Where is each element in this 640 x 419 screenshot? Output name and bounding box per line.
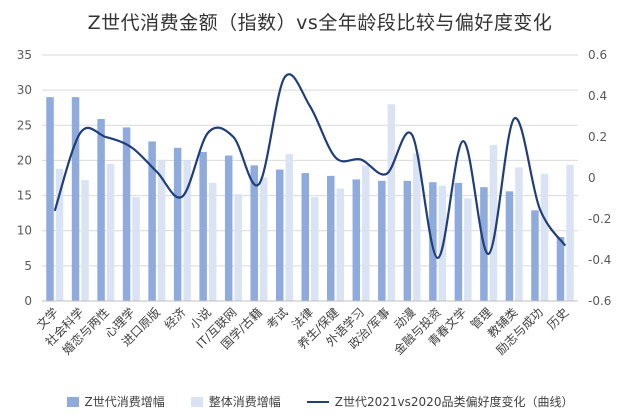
y-left-tick-label: 5	[24, 259, 32, 273]
y-right-tick-label: -0.2	[588, 212, 611, 226]
y-right-tick-label: -0.6	[588, 294, 611, 308]
bar-z-growth	[46, 97, 54, 302]
y-left-tick-label: 35	[17, 48, 32, 62]
bar-overall-growth	[259, 177, 268, 301]
legend-label-z-growth: Z世代消费增幅	[84, 395, 165, 409]
bar-overall-growth	[540, 173, 549, 301]
bar-overall-growth	[515, 167, 523, 301]
legend: Z世代消费增幅 整体消费增幅 Z世代2021vs2020品类偏好度变化（曲线）	[0, 393, 640, 410]
bar-overall-growth	[81, 180, 89, 301]
bar-z-growth	[199, 151, 207, 301]
bar-z-growth	[505, 191, 514, 301]
bar-z-growth	[403, 180, 412, 301]
y-left-tick-label: 30	[17, 83, 32, 97]
bar-z-growth	[378, 180, 386, 301]
bar-overall-growth	[285, 154, 293, 301]
bar-overall-growth	[311, 196, 319, 301]
bar-overall-growth	[464, 198, 472, 301]
bar-z-growth	[301, 173, 309, 301]
bar-overall-growth	[413, 153, 421, 301]
bar-overall-growth	[208, 182, 217, 301]
bar-z-growth	[429, 182, 437, 301]
bar-overall-growth	[387, 104, 396, 301]
bar-z-growth	[275, 169, 284, 301]
bar-z-growth	[531, 210, 539, 301]
bar-z-growth	[250, 165, 258, 301]
x-category-label: 历史	[544, 305, 571, 332]
bar-overall-growth	[183, 160, 191, 301]
bar-overall-growth	[234, 194, 242, 301]
bar-z-growth	[97, 118, 105, 302]
bar-z-growth	[148, 141, 156, 301]
bar-overall-growth	[106, 163, 115, 301]
bar-overall-growth	[157, 159, 166, 301]
bar-z-growth	[224, 155, 233, 301]
bar-z-growth	[71, 97, 80, 302]
bar-z-growth	[122, 127, 131, 301]
bar-overall-growth	[489, 144, 498, 301]
y-right-tick-label: 0.4	[588, 89, 607, 103]
y-left-tick-label: 10	[17, 224, 32, 238]
chart-title: Z世代消费金额（指数）vs全年龄段比较与偏好度变化	[87, 12, 553, 34]
bar-z-growth	[352, 179, 361, 301]
y-right-tick-label: 0.2	[588, 130, 607, 144]
chart-svg: 05101520253035-0.6-0.4-0.200.20.40.6文学社会…	[17, 48, 612, 358]
legend-label-overall-growth: 整体消费增幅	[208, 395, 281, 409]
y-right-tick-label: -0.4	[588, 253, 611, 267]
y-left-tick-label: 15	[17, 189, 32, 203]
x-category-label: 考试	[263, 305, 291, 333]
bar-overall-growth	[55, 168, 64, 301]
x-category-label: 经济	[161, 305, 189, 333]
y-right-tick-label: 0	[588, 171, 596, 185]
bar-z-growth	[327, 175, 335, 301]
legend-swatch-z-growth	[66, 396, 79, 407]
legend-item-overall-growth: 整体消费增幅	[190, 393, 281, 410]
y-left-tick-label: 25	[17, 118, 32, 132]
legend-swatch-preference-change	[306, 400, 329, 403]
bar-z-growth	[173, 147, 182, 301]
bar-overall-growth	[362, 165, 370, 301]
y-left-tick-label: 20	[17, 153, 32, 167]
bar-overall-growth	[566, 164, 574, 301]
legend-swatch-overall-growth	[190, 396, 203, 407]
legend-label-preference-change: Z世代2021vs2020品类偏好度变化（曲线）	[334, 395, 574, 409]
y-right-tick-label: 0.6	[588, 48, 607, 62]
preference-change-curve	[53, 73, 567, 260]
y-left-tick-label: 0	[24, 294, 32, 308]
bar-overall-growth	[336, 188, 345, 301]
legend-item-preference-change: Z世代2021vs2020品类偏好度变化（曲线）	[306, 393, 574, 410]
bar-overall-growth	[132, 196, 140, 301]
bar-z-growth	[556, 237, 565, 301]
bar-z-growth	[454, 182, 463, 301]
legend-item-z-growth: Z世代消费增幅	[66, 393, 165, 410]
